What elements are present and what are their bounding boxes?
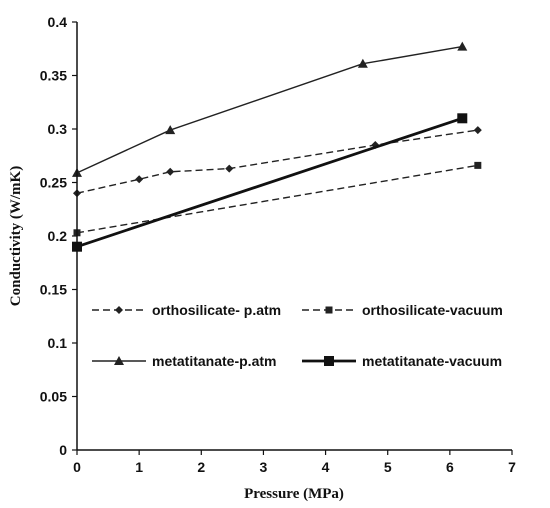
- legend-marker-2: [114, 356, 124, 365]
- y-tick-label: 0.3: [48, 121, 68, 137]
- x-tick-label: 3: [260, 459, 268, 475]
- x-tick-label: 5: [384, 459, 392, 475]
- y-tick-label: 0.25: [40, 175, 67, 191]
- x-tick-label: 7: [508, 459, 516, 475]
- legend-marker-3: [324, 356, 334, 366]
- y-tick-label: 0.4: [48, 14, 68, 30]
- series-line-0: [76, 129, 478, 194]
- y-tick-label: 0: [59, 442, 67, 458]
- x-tick-label: 2: [197, 459, 205, 475]
- data-point-series-0: [225, 164, 234, 173]
- y-tick-label: 0.15: [40, 282, 67, 298]
- y-axis-ticks: 0 0.05 0.1 0.15 0.2 0.25 0.3 0.35 0.4: [40, 14, 77, 458]
- y-axis-title: Conductivity (W/mK): [8, 166, 24, 306]
- series-line-2: [76, 45, 463, 174]
- series-layer: [72, 41, 482, 252]
- x-tick-label: 0: [73, 459, 81, 475]
- x-tick-label: 6: [446, 459, 454, 475]
- x-tick-label: 4: [322, 459, 330, 475]
- legend-label-1: orthosilicate-vacuum: [362, 302, 503, 318]
- data-point-series-3: [457, 113, 468, 124]
- y-tick-label: 0.35: [40, 68, 67, 84]
- series-line-3: [76, 116, 463, 249]
- legend: orthosilicate- p.atm orthosilicate-vacuum…: [92, 302, 503, 369]
- legend-marker-1: [325, 306, 333, 314]
- legend-label-3: metatitanate-vacuum: [362, 353, 502, 369]
- y-tick-label: 0.05: [40, 389, 67, 405]
- data-point-series-2: [165, 125, 176, 135]
- legend-label-0: orthosilicate- p.atm: [152, 302, 281, 318]
- y-tick-label: 0.1: [48, 335, 68, 351]
- x-axis-title: Pressure (MPa): [244, 486, 344, 502]
- data-point-series-0: [473, 126, 482, 135]
- legend-marker-0: [115, 306, 123, 314]
- x-tick-label: 1: [135, 459, 143, 475]
- data-point-series-2: [357, 58, 368, 68]
- x-axis-ticks: 0 1 2 3 4 5 6 7: [73, 450, 516, 475]
- series-line-1: [76, 164, 478, 234]
- y-tick-label: 0.2: [48, 228, 68, 244]
- legend-label-2: metatitanate-p.atm: [152, 353, 276, 369]
- data-point-series-0: [135, 175, 144, 184]
- data-point-series-2: [457, 41, 468, 51]
- data-point-series-0: [166, 167, 175, 176]
- data-point-series-1: [474, 161, 482, 169]
